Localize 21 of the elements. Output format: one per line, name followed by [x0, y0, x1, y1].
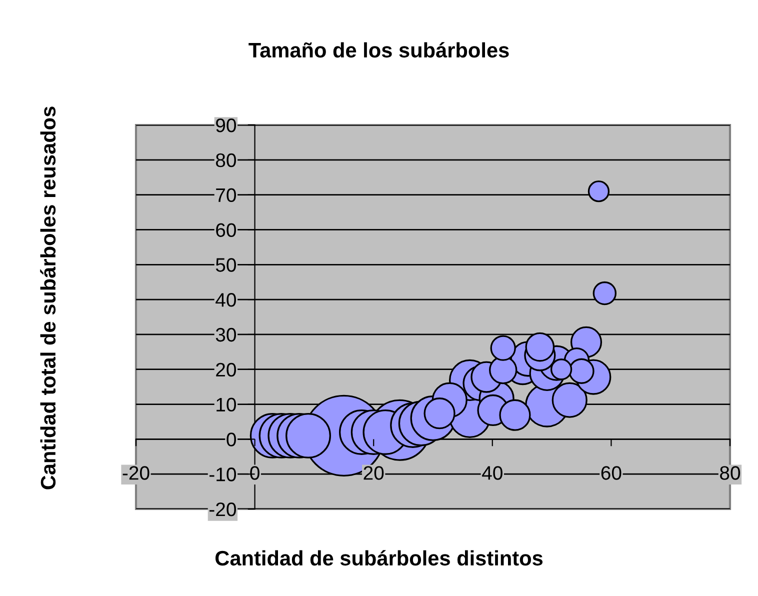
- y-tick-label: 70: [216, 188, 236, 202]
- y-tick-label: 0: [226, 432, 236, 446]
- x-tick-label: 40: [482, 466, 502, 480]
- y-tick-label: 90: [216, 118, 236, 132]
- x-axis-title: Cantidad de subárboles distintos: [215, 550, 543, 566]
- x-tick-label: -20: [122, 466, 150, 480]
- y-tick-label: -10: [210, 468, 236, 482]
- y-tick-label: 80: [216, 153, 236, 168]
- x-tick-label: 0: [250, 466, 260, 480]
- y-tick-label: 20: [216, 362, 236, 377]
- x-tick-label: 20: [364, 466, 384, 480]
- y-tick-label: 30: [216, 328, 236, 342]
- y-axis-title: Cantidad total de subárboles reusados: [40, 106, 56, 490]
- chart-title: Tamaño de los subárboles: [248, 42, 509, 58]
- x-tick-label: 80: [720, 466, 740, 480]
- y-tick-label: -20: [210, 502, 236, 516]
- y-tick-label: 60: [216, 223, 236, 237]
- x-tick-label: 60: [601, 466, 622, 480]
- y-tick-label: 10: [216, 398, 236, 412]
- y-tick-label: 40: [216, 293, 236, 307]
- y-tick-label: 50: [216, 258, 236, 272]
